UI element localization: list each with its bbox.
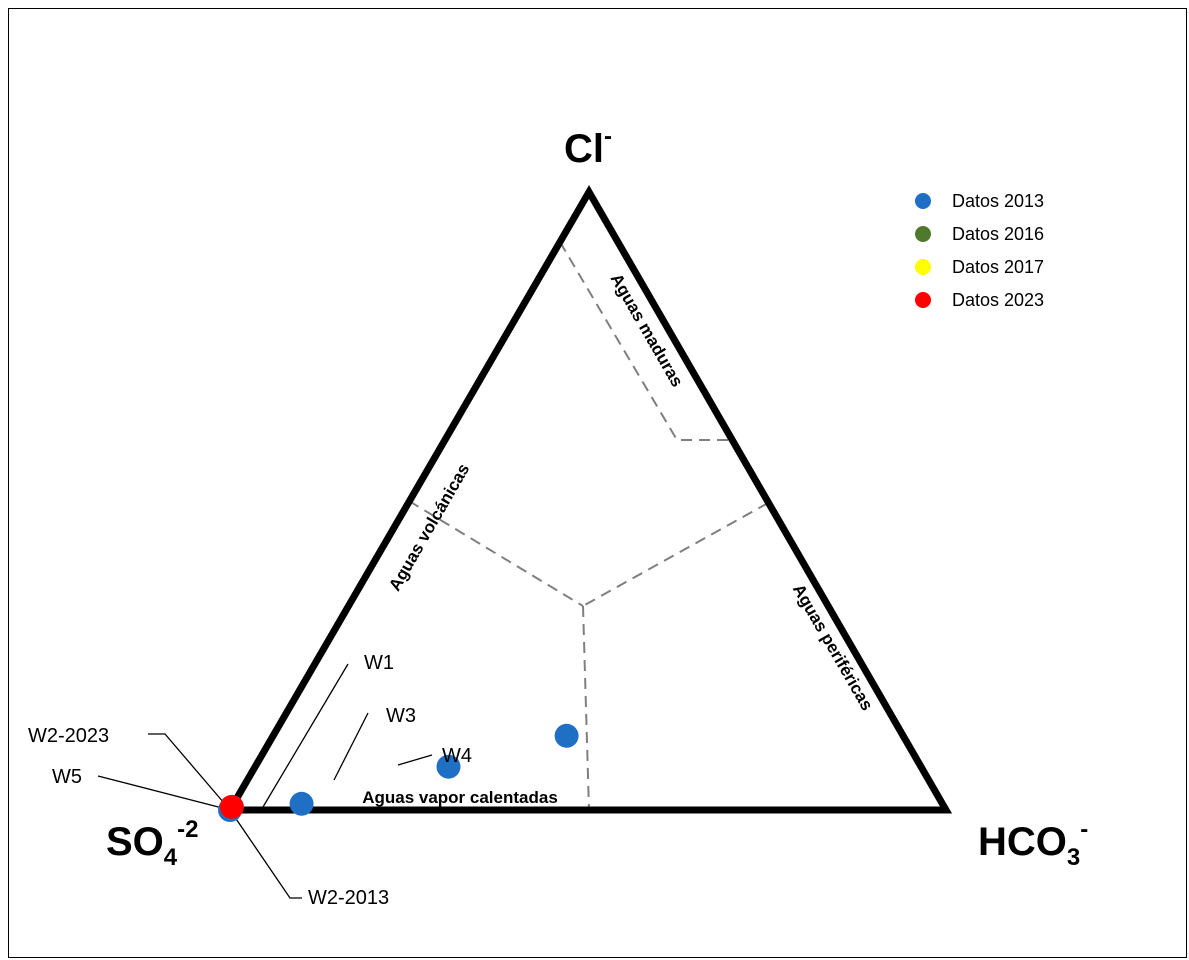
legend-marker-2 — [915, 259, 931, 275]
data-points — [218, 723, 579, 822]
legend: Datos 2013 Datos 2016 Datos 2017 Datos 2023 — [915, 191, 1044, 310]
leader-line-w1 — [259, 663, 349, 813]
point-label-w3: W3 — [386, 705, 416, 727]
legend-marker-1 — [915, 226, 931, 242]
point-label-w2-2023: W2-2023 — [28, 725, 109, 747]
zone-line-maduras — [559, 241, 735, 441]
vertex-title-left: SO4-2 — [106, 816, 199, 871]
data-point-w2-2023 — [219, 794, 244, 819]
vertex-title-right: HCO3- — [978, 816, 1088, 871]
leader-line-w3 — [333, 712, 369, 781]
point-label-w1: W1 — [364, 652, 394, 674]
point-labels: W1 W2-2013 W2-2023 W3 W4 W5 — [28, 652, 472, 909]
zone-line-perifericas — [582, 502, 769, 607]
zone-label-perifericas: Aguas periféricas — [789, 581, 877, 714]
legend-marker-0 — [915, 193, 931, 209]
zone-line-vapor — [582, 605, 590, 811]
leader-line-w5 — [97, 775, 231, 811]
legend-marker-3 — [915, 292, 931, 308]
point-leader-lines — [97, 663, 433, 899]
zone-label-volcanicas: Aguas volcánicas — [385, 460, 473, 594]
data-point-w1 — [289, 791, 314, 816]
point-label-w2-2013: W2-2013 — [308, 887, 389, 909]
vertex-title-top: Cl- — [564, 123, 612, 171]
zone-line-volcanicas — [408, 500, 584, 607]
zone-boundary-lines — [408, 241, 769, 811]
data-point-w4 — [554, 723, 579, 748]
data-point-w3 — [436, 754, 461, 779]
leader-line-w2-2013 — [229, 809, 302, 899]
leader-line-w2-2023 — [148, 733, 231, 811]
chart-frame — [8, 8, 1187, 958]
point-label-w5: W5 — [52, 766, 82, 788]
leader-line-w4 — [397, 754, 433, 766]
legend-label-3: Datos 2023 — [952, 290, 1044, 310]
legend-label-1: Datos 2016 — [952, 224, 1044, 244]
ternary-triangle — [223, 185, 953, 814]
legend-label-0: Datos 2013 — [952, 191, 1044, 211]
point-label-w4: W4 — [442, 745, 472, 767]
zone-label-vapor-calentadas: Aguas vapor calentadas — [362, 788, 558, 807]
legend-label-2: Datos 2017 — [952, 257, 1044, 277]
